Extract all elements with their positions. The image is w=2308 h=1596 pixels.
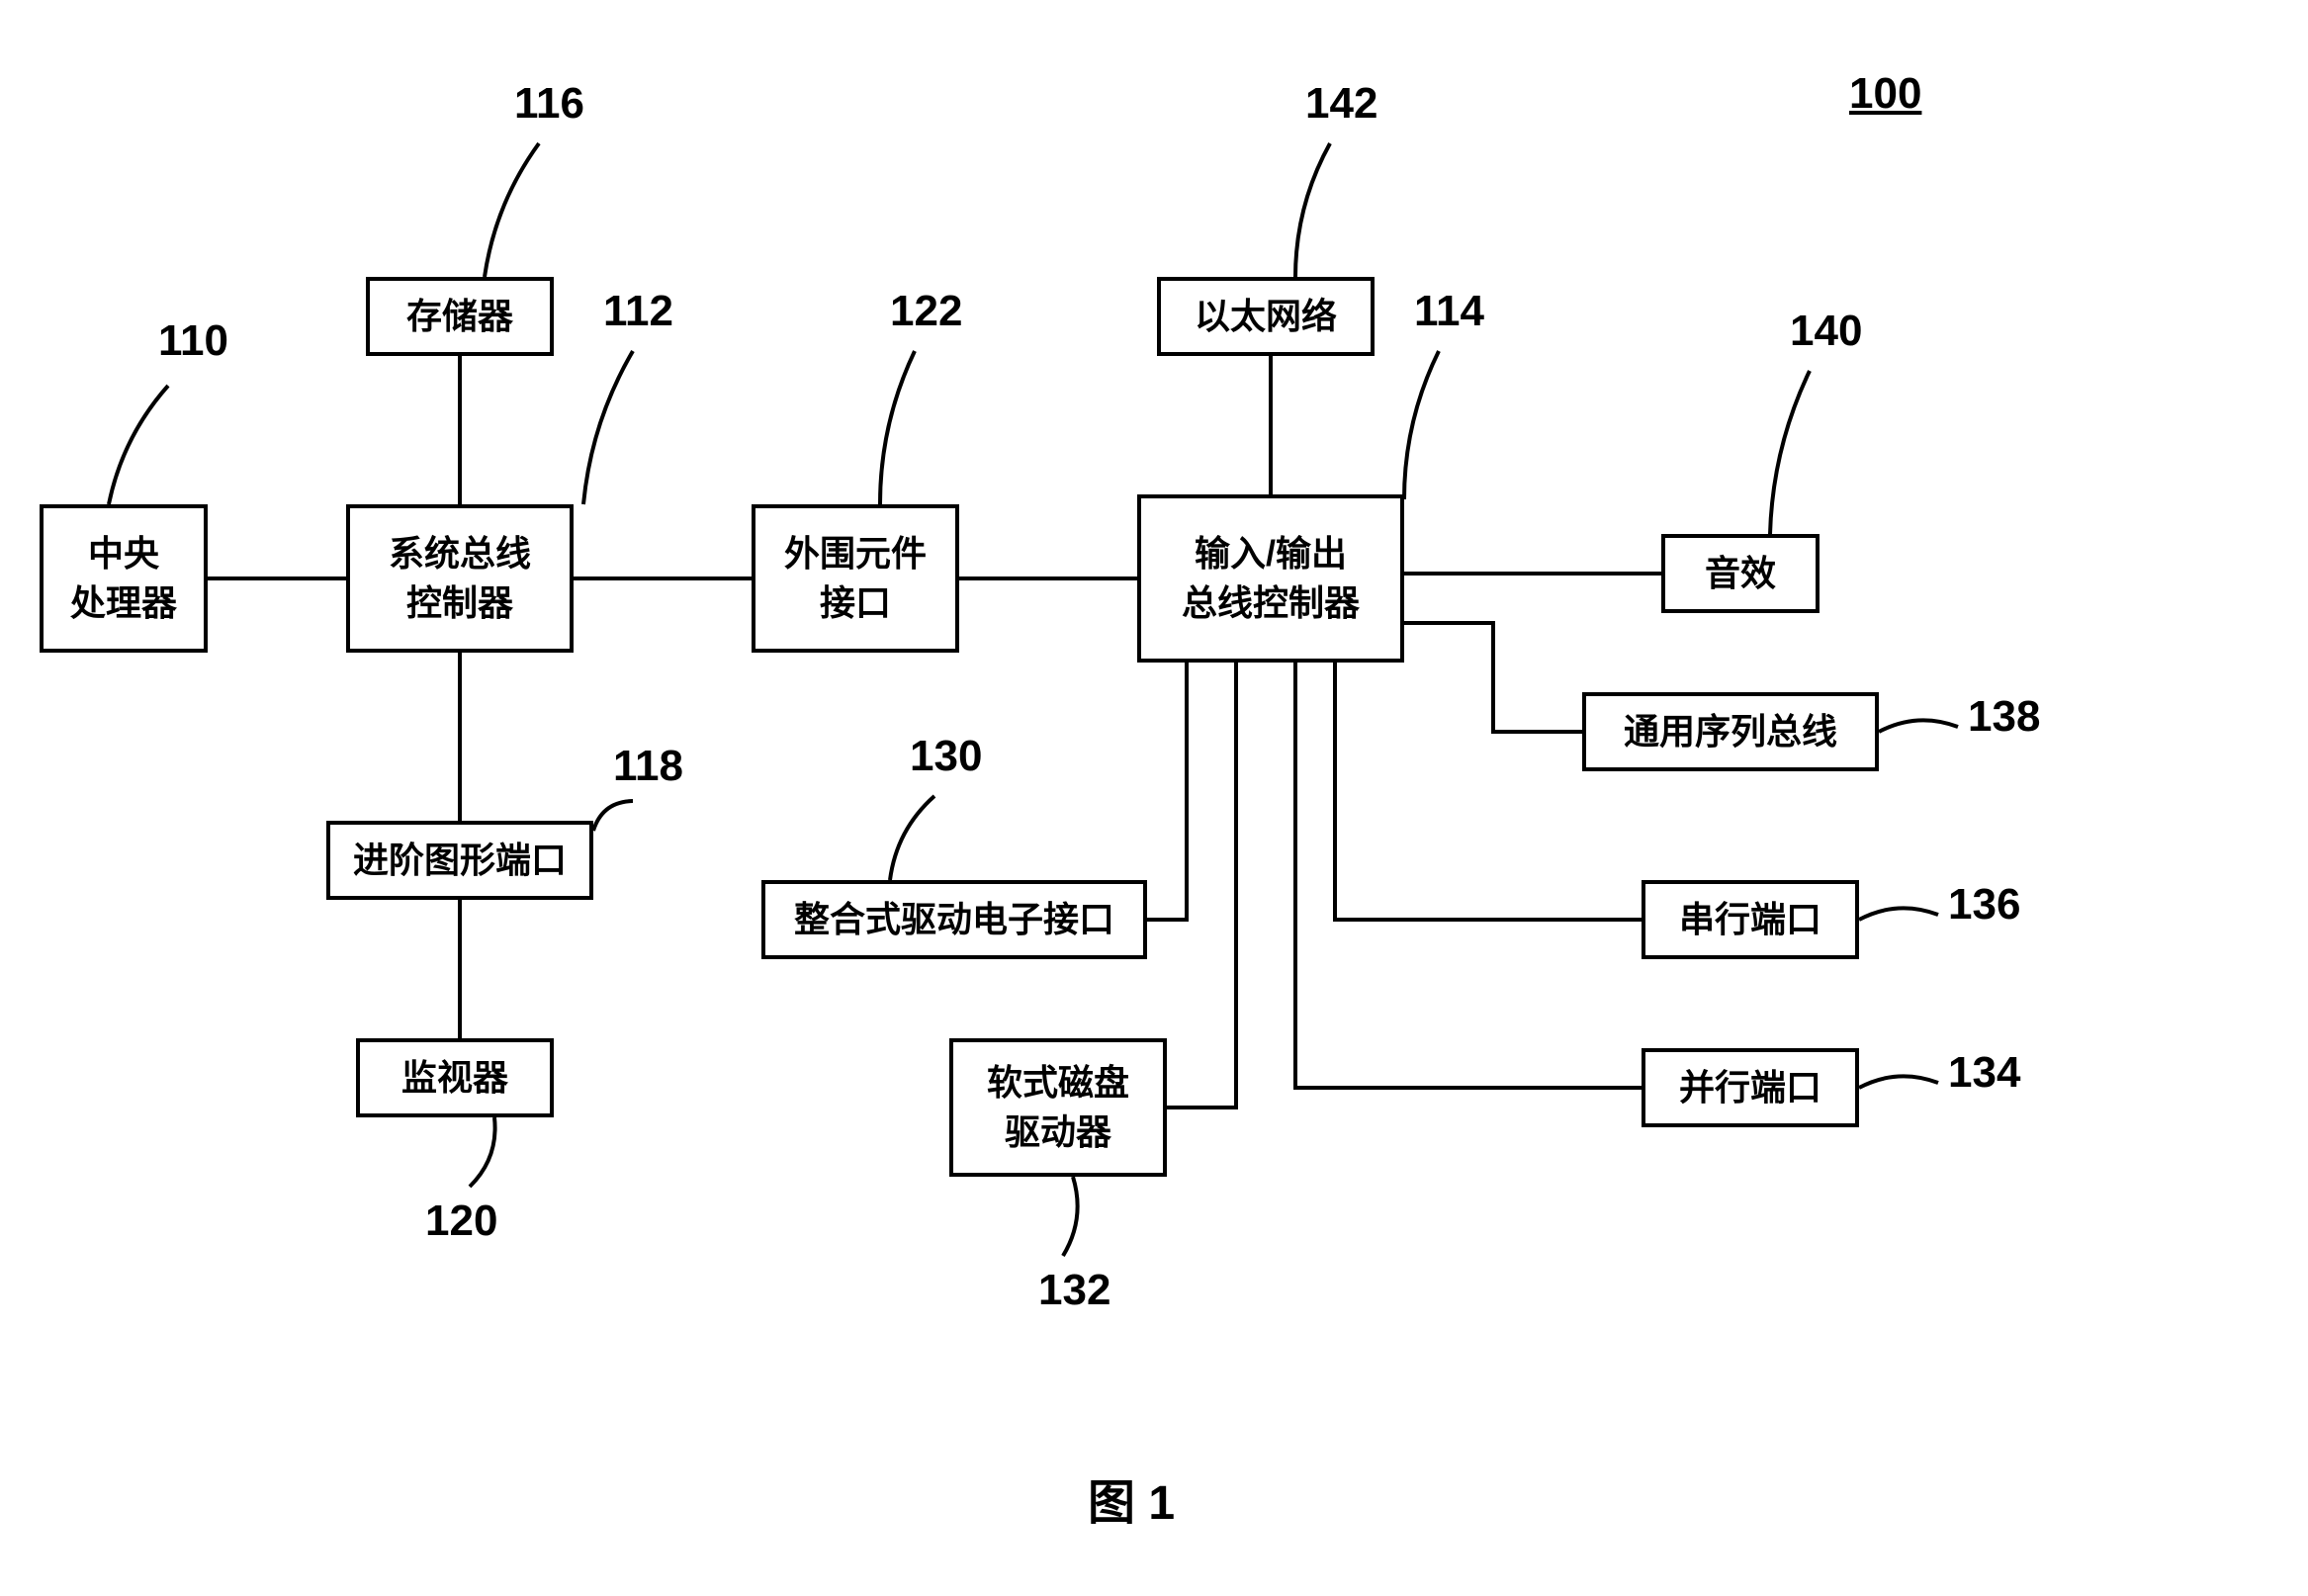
node-agp: 进阶图形端口 xyxy=(326,821,593,900)
node-iobus-text: 输入/输出总线控制器 xyxy=(1182,529,1360,629)
ref-usb: 138 xyxy=(1968,692,2040,742)
node-audio: 音效 xyxy=(1661,534,1820,613)
connection-lines xyxy=(0,0,2308,1596)
node-agp-text: 进阶图形端口 xyxy=(353,836,567,885)
node-monitor: 监视器 xyxy=(356,1038,554,1117)
ref-cpu: 110 xyxy=(158,316,228,366)
node-serial-text: 串行端口 xyxy=(1679,895,1821,944)
node-cpu: 中央处理器 xyxy=(40,504,208,653)
ref-ide: 130 xyxy=(910,732,982,781)
node-cpu-text: 中央处理器 xyxy=(70,529,177,629)
ref-iobus: 114 xyxy=(1414,287,1484,336)
figure-caption: 图 1 xyxy=(1088,1463,1175,1533)
ref-floppy: 132 xyxy=(1038,1266,1110,1315)
node-sysbus: 系统总线控制器 xyxy=(346,504,574,653)
node-parallel-text: 并行端口 xyxy=(1679,1063,1821,1112)
figure-number-label: 100 xyxy=(1849,69,1921,119)
node-floppy-text: 软式磁盘驱动器 xyxy=(987,1058,1129,1158)
node-sysbus-text: 系统总线控制器 xyxy=(389,529,531,629)
ref-agp: 118 xyxy=(613,742,683,791)
node-floppy: 软式磁盘驱动器 xyxy=(949,1038,1167,1177)
node-memory: 存储器 xyxy=(366,277,554,356)
ref-audio: 140 xyxy=(1790,307,1862,356)
ref-pci: 122 xyxy=(890,287,962,336)
node-ide-text: 整合式驱动电子接口 xyxy=(794,895,1114,944)
ref-sysbus: 112 xyxy=(603,287,673,336)
node-memory-text: 存储器 xyxy=(406,292,513,341)
node-parallel: 并行端口 xyxy=(1642,1048,1859,1127)
node-audio-text: 音效 xyxy=(1705,549,1776,598)
block-diagram: 100 中央处理器 系统总线控制器 存储器 进阶图形端口 监视器 外围元件接口 … xyxy=(0,0,2308,1596)
node-ethernet: 以太网络 xyxy=(1157,277,1375,356)
node-iobus: 输入/输出总线控制器 xyxy=(1137,494,1404,663)
node-ide: 整合式驱动电子接口 xyxy=(761,880,1147,959)
node-serial: 串行端口 xyxy=(1642,880,1859,959)
ref-monitor: 120 xyxy=(425,1197,497,1246)
ref-memory: 116 xyxy=(514,79,584,129)
ref-parallel: 134 xyxy=(1948,1048,2020,1098)
node-ethernet-text: 以太网络 xyxy=(1195,292,1337,341)
node-pci: 外围元件接口 xyxy=(752,504,959,653)
ref-ethernet: 142 xyxy=(1305,79,1377,129)
node-usb: 通用序列总线 xyxy=(1582,692,1879,771)
ref-serial: 136 xyxy=(1948,880,2020,930)
node-usb-text: 通用序列总线 xyxy=(1624,707,1837,756)
node-monitor-text: 监视器 xyxy=(401,1053,508,1103)
node-pci-text: 外围元件接口 xyxy=(784,529,927,629)
